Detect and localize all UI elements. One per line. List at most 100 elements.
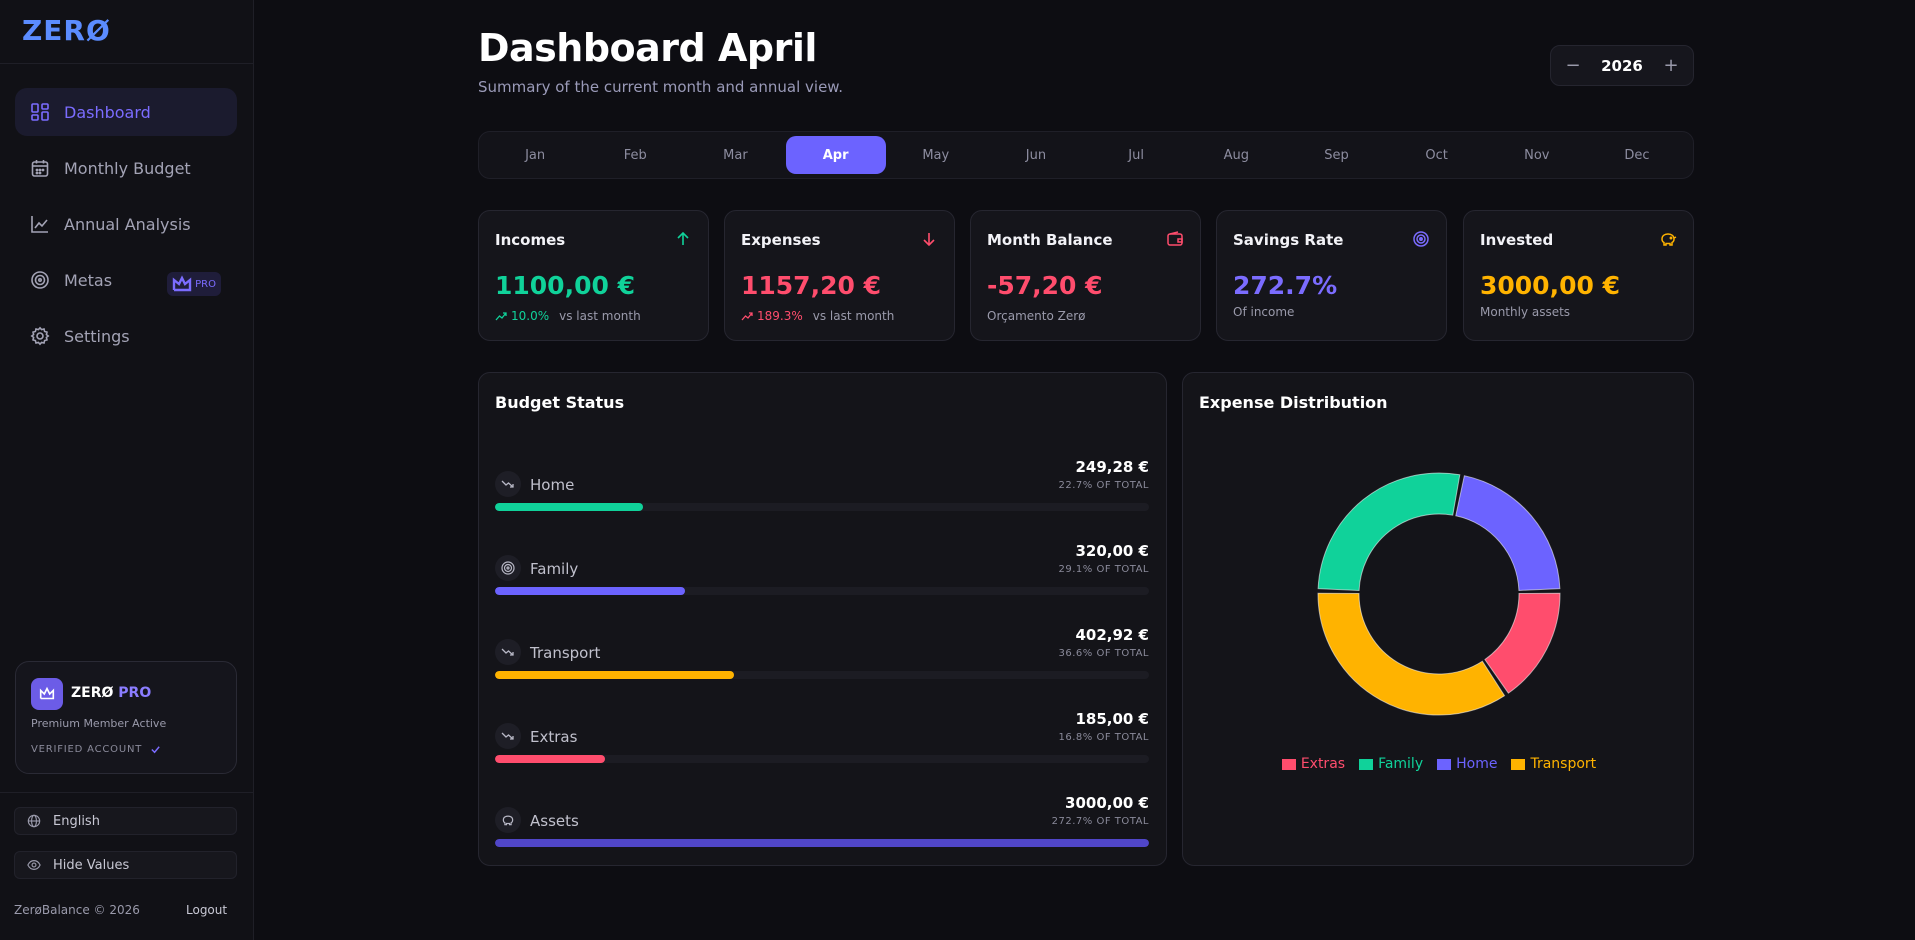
budget-percent: 272.7% OF TOTAL (1051, 816, 1149, 827)
budget-amount: 185,00 € (1075, 710, 1149, 728)
budget-row-family: Family 320,00 € 29.1% OF TOTAL (495, 535, 1149, 605)
year-decrement-button[interactable]: − (1565, 55, 1581, 76)
budget-row-home: Home 249,28 € 22.7% OF TOTAL (495, 451, 1149, 521)
calendar-icon (31, 160, 49, 177)
wallet-icon (1167, 231, 1183, 246)
budget-category-name: Extras (530, 728, 578, 746)
donut-slice-family[interactable] (1317, 472, 1461, 591)
page-title: Dashboard April (478, 26, 817, 70)
legend-label: Home (1456, 756, 1498, 772)
chart-legend: Extras Family Home Transport (1183, 756, 1695, 772)
year-increment-button[interactable]: + (1663, 55, 1679, 76)
legend-item-extras[interactable]: Extras (1281, 756, 1345, 772)
sidebar-item-metas[interactable]: Metas PRO (15, 256, 237, 304)
budget-percent: 29.1% OF TOTAL (1058, 564, 1149, 575)
budget-category-name: Home (530, 476, 575, 494)
language-label: English (53, 813, 100, 829)
language-button[interactable]: English (14, 807, 237, 835)
dashboard-icon (31, 103, 49, 121)
hide-values-button[interactable]: Hide Values (14, 851, 237, 879)
check-icon (151, 746, 160, 754)
tab-month-jun[interactable]: Jun (1025, 147, 1047, 163)
tab-month-mar[interactable]: Mar (723, 147, 748, 163)
progress-fill (495, 755, 605, 763)
sidebar-item-label: Metas (64, 270, 113, 290)
tab-month-dec[interactable]: Dec (1624, 147, 1650, 163)
budget-percent: 22.7% OF TOTAL (1058, 480, 1149, 491)
legend-item-transport[interactable]: Transport (1511, 756, 1596, 772)
progress-fill (495, 587, 686, 595)
gear-icon (30, 326, 50, 346)
budget-amount: 402,92 € (1075, 626, 1149, 644)
trend-down-icon (495, 471, 521, 497)
expense-distribution-panel: Expense Distribution Extras Family Home … (1182, 372, 1694, 866)
expenses-change: 189.3% (757, 309, 803, 323)
incomes-footer: 10.0% vs last month (495, 309, 641, 323)
legend-swatch (1437, 758, 1452, 770)
tab-month-jan[interactable]: Jan (525, 147, 546, 163)
arrow-down-icon (923, 233, 935, 247)
savings-rate-label: Savings Rate (1233, 231, 1344, 249)
month-selector: Jan Feb Mar Apr May Jun Jul Aug Sep Oct … (478, 131, 1694, 179)
invested-card: Invested 3000,00 € Monthly assets (1463, 210, 1694, 341)
sidebar-item-annual-analysis[interactable]: Annual Analysis (15, 200, 237, 248)
piggy-bank-icon (495, 807, 521, 833)
verified-status: VERIFIED ACCOUNT (31, 744, 161, 755)
progress-fill (495, 839, 1149, 847)
month-balance-value: -57,20 € (987, 271, 1103, 300)
tab-month-sep[interactable]: Sep (1324, 147, 1349, 163)
savings-rate-value: 272.7% (1233, 271, 1338, 300)
crown-icon (31, 678, 63, 710)
tab-month-jul[interactable]: Jul (1128, 147, 1144, 163)
legend-swatch (1511, 758, 1526, 770)
budget-category-name: Assets (530, 812, 579, 830)
tab-month-may[interactable]: May (922, 147, 950, 163)
page-subtitle: Summary of the current month and annual … (478, 78, 843, 96)
progress-fill (495, 671, 735, 679)
pro-badge-label: PRO (195, 278, 216, 290)
sidebar-item-dashboard[interactable]: Dashboard (15, 88, 237, 136)
tab-month-apr[interactable]: Apr (785, 136, 886, 174)
pro-title: ZERØ PRO (71, 685, 151, 701)
budget-amount: 320,00 € (1075, 542, 1149, 560)
sidebar-item-label: Annual Analysis (64, 214, 191, 234)
eye-icon (27, 860, 41, 870)
progress-track (495, 587, 1149, 595)
tab-month-oct[interactable]: Oct (1425, 147, 1448, 163)
budget-amount: 249,28 € (1075, 458, 1149, 476)
logout-link[interactable]: Logout (186, 903, 228, 917)
sidebar: ZERØ Dashboard Monthly Budget Annual Ana… (0, 0, 254, 940)
budget-row-assets: Assets 3000,00 € 272.7% OF TOTAL (495, 787, 1149, 857)
sidebar-item-settings[interactable]: Settings (15, 312, 237, 360)
legend-label: Family (1378, 756, 1424, 772)
app-logo[interactable]: ZERØ (22, 14, 111, 47)
budget-category-name: Family (530, 560, 579, 578)
invested-label: Invested (1480, 231, 1554, 249)
incomes-card: Incomes 1100,00 € 10.0% vs last month (478, 210, 709, 341)
trend-down-icon (495, 639, 521, 665)
verified-label: VERIFIED ACCOUNT (31, 744, 143, 755)
donut-slice-home[interactable] (1455, 475, 1561, 591)
donut-slice-transport[interactable] (1317, 592, 1506, 716)
piggy-bank-icon (1661, 233, 1677, 246)
savings-rate-note: Of income (1233, 305, 1295, 319)
month-balance-card: Month Balance -57,20 € Orçamento Zerø (970, 210, 1201, 341)
invested-value: 3000,00 € (1480, 271, 1620, 300)
donut-slice-extras[interactable] (1484, 592, 1561, 694)
budget-amount: 3000,00 € (1065, 794, 1149, 812)
tab-month-aug[interactable]: Aug (1223, 147, 1249, 163)
year-value: 2026 (1601, 56, 1643, 75)
sidebar-item-monthly-budget[interactable]: Monthly Budget (15, 144, 237, 192)
expenses-card: Expenses 1157,20 € 189.3% vs last month (724, 210, 955, 341)
legend-item-family[interactable]: Family (1359, 756, 1423, 772)
tab-month-feb[interactable]: Feb (623, 147, 647, 163)
legend-item-home[interactable]: Home (1437, 756, 1497, 772)
crown-icon (172, 275, 192, 292)
budget-status-panel: Budget Status Home 249,28 € 22.7% OF TOT… (478, 372, 1167, 866)
sidebar-item-label: Monthly Budget (64, 158, 191, 178)
legend-label: Transport (1530, 756, 1597, 772)
budget-row-transport: Transport 402,92 € 36.6% OF TOTAL (495, 619, 1149, 689)
incomes-label: Incomes (495, 231, 566, 249)
tab-month-nov[interactable]: Nov (1524, 147, 1550, 163)
expenses-footer: 189.3% vs last month (741, 309, 894, 323)
